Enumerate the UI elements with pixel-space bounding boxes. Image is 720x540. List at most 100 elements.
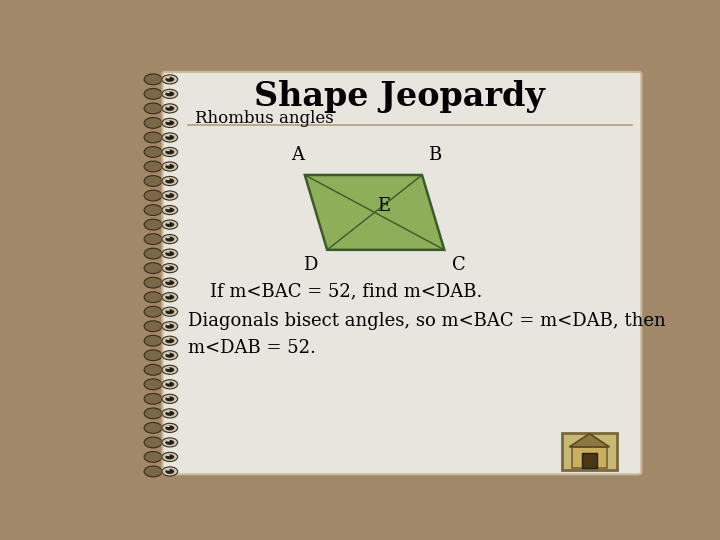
Ellipse shape: [162, 191, 178, 200]
Ellipse shape: [166, 440, 170, 442]
Ellipse shape: [166, 207, 174, 213]
Ellipse shape: [166, 367, 174, 372]
Ellipse shape: [144, 350, 162, 361]
Ellipse shape: [162, 394, 178, 403]
Ellipse shape: [166, 222, 174, 227]
Ellipse shape: [144, 132, 162, 143]
Ellipse shape: [166, 353, 170, 354]
Ellipse shape: [166, 396, 170, 398]
Text: E: E: [377, 197, 390, 215]
Ellipse shape: [166, 179, 170, 180]
Ellipse shape: [166, 164, 174, 169]
Ellipse shape: [162, 307, 178, 316]
Ellipse shape: [144, 146, 162, 157]
Ellipse shape: [162, 234, 178, 244]
Polygon shape: [570, 434, 610, 447]
Ellipse shape: [166, 411, 174, 416]
Ellipse shape: [144, 306, 162, 317]
Ellipse shape: [144, 161, 162, 172]
Ellipse shape: [166, 295, 174, 300]
Ellipse shape: [144, 234, 162, 245]
Ellipse shape: [166, 193, 174, 198]
Ellipse shape: [166, 455, 174, 460]
Ellipse shape: [166, 91, 174, 96]
Ellipse shape: [166, 324, 170, 326]
Ellipse shape: [144, 103, 162, 114]
Text: If m<BAC = 52, find m<DAB.: If m<BAC = 52, find m<DAB.: [210, 282, 482, 300]
Ellipse shape: [166, 207, 170, 209]
Ellipse shape: [162, 278, 178, 287]
Ellipse shape: [144, 292, 162, 302]
FancyBboxPatch shape: [163, 72, 642, 474]
Ellipse shape: [162, 264, 178, 273]
Text: Diagonals bisect angles, so m<BAC = m<DAB, then: Diagonals bisect angles, so m<BAC = m<DA…: [188, 312, 665, 329]
Ellipse shape: [166, 77, 170, 78]
Ellipse shape: [166, 120, 174, 125]
Ellipse shape: [166, 426, 170, 427]
Ellipse shape: [166, 266, 174, 271]
Ellipse shape: [144, 437, 162, 448]
Ellipse shape: [162, 162, 178, 171]
FancyBboxPatch shape: [562, 433, 617, 470]
Ellipse shape: [162, 350, 178, 360]
Ellipse shape: [162, 177, 178, 186]
FancyBboxPatch shape: [582, 453, 597, 468]
Ellipse shape: [166, 280, 174, 285]
Ellipse shape: [166, 266, 170, 267]
Ellipse shape: [162, 75, 178, 84]
Ellipse shape: [166, 338, 170, 340]
Ellipse shape: [166, 251, 174, 256]
Ellipse shape: [144, 321, 162, 332]
Ellipse shape: [166, 440, 174, 445]
Ellipse shape: [162, 147, 178, 157]
Ellipse shape: [162, 104, 178, 113]
Text: m<DAB = 52.: m<DAB = 52.: [188, 339, 315, 356]
Ellipse shape: [162, 220, 178, 229]
Ellipse shape: [166, 179, 174, 184]
Ellipse shape: [144, 394, 162, 404]
Ellipse shape: [162, 293, 178, 302]
Ellipse shape: [144, 205, 162, 215]
Ellipse shape: [144, 219, 162, 230]
Ellipse shape: [162, 89, 178, 98]
Ellipse shape: [166, 120, 170, 122]
Ellipse shape: [166, 309, 174, 314]
Ellipse shape: [162, 380, 178, 389]
Ellipse shape: [166, 353, 174, 358]
Ellipse shape: [166, 382, 170, 383]
Ellipse shape: [162, 423, 178, 433]
Ellipse shape: [166, 135, 170, 137]
Ellipse shape: [162, 409, 178, 418]
Ellipse shape: [144, 422, 162, 433]
Ellipse shape: [166, 411, 170, 413]
Ellipse shape: [166, 193, 170, 195]
Ellipse shape: [144, 74, 162, 85]
Ellipse shape: [144, 248, 162, 259]
Ellipse shape: [166, 106, 174, 111]
Ellipse shape: [166, 295, 170, 296]
Ellipse shape: [166, 91, 170, 93]
Ellipse shape: [162, 453, 178, 462]
Ellipse shape: [166, 106, 170, 107]
Ellipse shape: [166, 77, 174, 82]
Ellipse shape: [166, 237, 174, 241]
Ellipse shape: [144, 277, 162, 288]
Ellipse shape: [166, 222, 170, 224]
Ellipse shape: [162, 322, 178, 331]
Ellipse shape: [162, 467, 178, 476]
Ellipse shape: [162, 249, 178, 258]
Ellipse shape: [166, 396, 174, 401]
FancyBboxPatch shape: [572, 447, 607, 468]
Ellipse shape: [166, 237, 170, 238]
Ellipse shape: [166, 324, 174, 329]
Ellipse shape: [166, 469, 174, 474]
Ellipse shape: [144, 190, 162, 201]
Ellipse shape: [144, 263, 162, 274]
Ellipse shape: [144, 89, 162, 99]
Ellipse shape: [162, 133, 178, 142]
Text: B: B: [428, 146, 441, 164]
Ellipse shape: [144, 466, 162, 477]
Ellipse shape: [144, 408, 162, 418]
Ellipse shape: [162, 206, 178, 214]
Ellipse shape: [166, 455, 170, 456]
